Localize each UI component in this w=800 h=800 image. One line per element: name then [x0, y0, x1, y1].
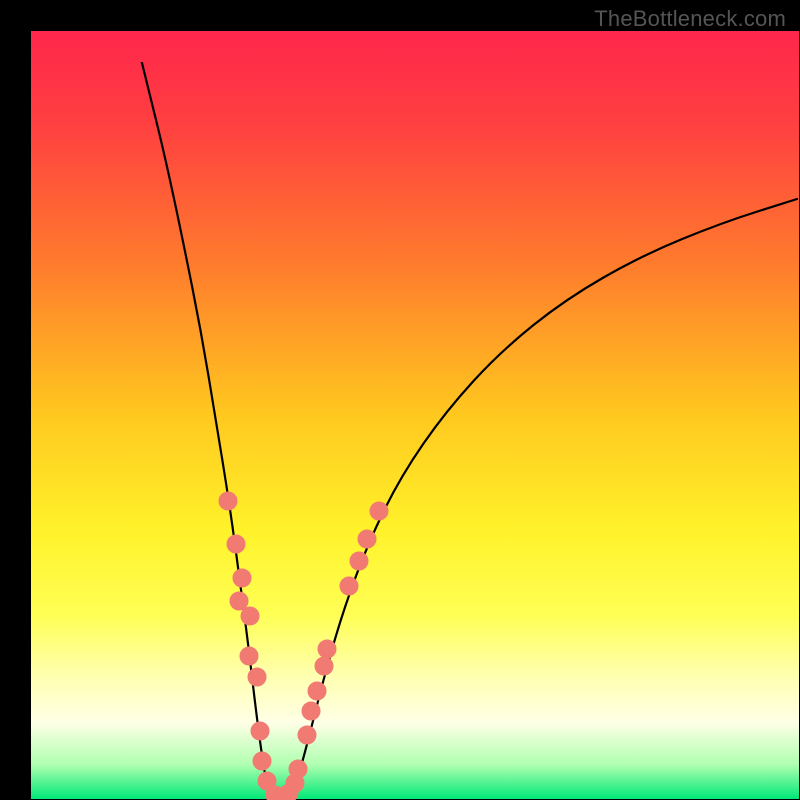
data-marker [370, 502, 388, 520]
data-marker [318, 640, 336, 658]
data-marker [350, 552, 368, 570]
data-marker [340, 577, 358, 595]
data-marker [241, 607, 259, 625]
data-marker [240, 647, 258, 665]
data-marker [298, 726, 316, 744]
watermark-text: TheBottleneck.com [594, 6, 786, 32]
data-marker [289, 760, 307, 778]
data-marker [230, 592, 248, 610]
data-marker [248, 668, 266, 686]
chart-svg [0, 0, 800, 800]
data-marker [251, 722, 269, 740]
data-marker [253, 752, 271, 770]
data-marker [302, 702, 320, 720]
chart-container: TheBottleneck.com [0, 0, 800, 800]
data-marker [227, 535, 245, 553]
plot-background [31, 31, 799, 799]
data-marker [358, 530, 376, 548]
data-marker [315, 657, 333, 675]
data-marker [233, 569, 251, 587]
data-marker [219, 492, 237, 510]
data-marker [308, 682, 326, 700]
